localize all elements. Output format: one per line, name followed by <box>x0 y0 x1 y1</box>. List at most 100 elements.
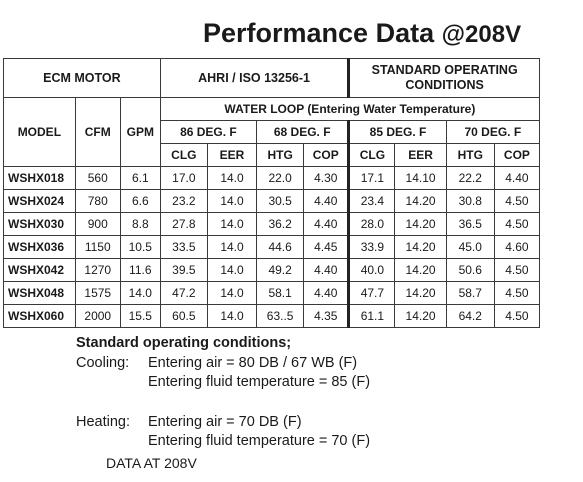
data-cell: 4.30 <box>303 166 350 190</box>
data-cell: 40.0 <box>347 258 396 282</box>
data-cell: 33.5 <box>159 235 208 259</box>
cooling-label: Cooling: <box>76 354 130 371</box>
data-cell: 23.2 <box>159 189 208 213</box>
data-cell: 14.0 <box>206 189 258 213</box>
data-cell: 14.20 <box>394 212 447 236</box>
performance-table: ECM MOTOR AHRI / ISO 13256-1 STANDARD OP… <box>3 58 541 328</box>
data-cell: 4.40 <box>493 166 541 190</box>
data-cell: 4.50 <box>493 304 541 328</box>
data-cell: 45.0 <box>445 235 495 259</box>
data-cell: 4.50 <box>493 281 541 305</box>
data-cell: 39.5 <box>159 258 208 282</box>
data-cell: 1150 <box>74 235 121 259</box>
temp-header-row: 86 DEG. F 68 DEG. F 85 DEG. F 70 DEG. F <box>4 120 541 144</box>
data-cell: 58.1 <box>256 281 305 305</box>
data-cell: 4.50 <box>493 189 541 213</box>
data-cell: 4.45 <box>303 235 350 259</box>
data-cell: 28.0 <box>347 212 396 236</box>
model-cell: WSHX042 <box>3 258 76 282</box>
data-cell: 33.9 <box>347 235 396 259</box>
table-body: WSHX018 560 6.1 17.0 14.0 22.0 4.30 17.1 14.10 22… <box>3 166 541 328</box>
sub-header: HTG <box>256 143 305 167</box>
model-header: MODEL <box>3 97 76 167</box>
sub-header: CLG <box>347 143 396 167</box>
data-footer: DATA AT 208V <box>106 455 197 471</box>
cooling-air-line: Cooling: Entering air = 80 DB / 67 WB (F) <box>76 354 370 374</box>
data-cell: 60.5 <box>159 304 208 328</box>
page-title: Performance Data @208V <box>203 18 521 49</box>
temp-header: 70 DEG. F <box>445 120 541 144</box>
data-cell: 6.6 <box>119 189 161 213</box>
table-row: WSHX018 560 6.1 17.0 14.0 22.0 4.30 17.1 14.10 22… <box>3 166 541 190</box>
data-cell: 27.8 <box>159 212 208 236</box>
data-cell: 14.20 <box>394 258 447 282</box>
cfm-header: CFM <box>74 97 121 167</box>
model-cell: WSHX030 <box>3 212 76 236</box>
table-row: WSHX060 2000 15.5 60.5 14.0 63..5 4.35 61.1 14.2… <box>3 304 541 328</box>
group-header-row: ECM MOTOR AHRI / ISO 13256-1 STANDARD OP… <box>3 58 540 98</box>
water-loop-row: MODEL CFM GPM WATER LOOP (Entering Water… <box>3 97 541 167</box>
data-cell: 2000 <box>74 304 121 328</box>
data-cell: 14.20 <box>394 189 447 213</box>
notes-heading: Standard operating conditions; <box>76 335 292 351</box>
data-cell: 30.5 <box>256 189 305 213</box>
data-cell: 14.0 <box>206 304 258 328</box>
heating-fluid: Entering fluid temperature = 70 (F) <box>148 433 371 449</box>
data-cell: 63..5 <box>256 304 305 328</box>
data-cell: 14.20 <box>394 304 447 328</box>
data-cell: 4.40 <box>303 189 350 213</box>
data-cell: 49.2 <box>256 258 305 282</box>
table-row: WSHX048 1575 14.0 47.2 14.0 58.1 4.40 47.7 14.20… <box>3 281 541 305</box>
data-cell: 780 <box>74 189 121 213</box>
data-cell: 1575 <box>74 281 121 305</box>
cooling-air: Entering air = 80 DB / 67 WB (F) <box>148 354 358 371</box>
data-cell: 10.5 <box>119 235 161 259</box>
data-cell: 14.0 <box>206 235 258 259</box>
sub-header: EER <box>394 143 447 167</box>
data-cell: 14.20 <box>394 235 447 259</box>
data-cell: 4.50 <box>493 212 541 236</box>
heating-air: Entering air = 70 DB (F) <box>148 413 302 430</box>
operating-conditions-notes: Standard operating conditions; Cooling: E… <box>76 334 370 452</box>
sub-header: COP <box>493 143 541 167</box>
data-cell: 14.0 <box>206 281 258 305</box>
data-cell: 4.50 <box>493 258 541 282</box>
temp-header: 86 DEG. F <box>159 120 258 144</box>
sub-header: CLG <box>159 143 208 167</box>
data-cell: 17.1 <box>347 166 396 190</box>
table-row: WSHX030 900 8.8 27.8 14.0 36.2 4.40 28.0 14.20 36… <box>3 212 541 236</box>
ecm-motor-header: ECM MOTOR <box>3 58 161 98</box>
data-cell: 900 <box>74 212 121 236</box>
data-cell: 14.10 <box>394 166 447 190</box>
sub-header: EER <box>206 143 258 167</box>
data-cell: 14.20 <box>394 281 447 305</box>
model-cell: WSHX060 <box>3 304 76 328</box>
data-cell: 14.0 <box>206 212 258 236</box>
table-row: WSHX042 1270 11.6 39.5 14.0 49.2 4.40 40.0 14.20… <box>3 258 541 282</box>
temp-header: 85 DEG. F <box>347 120 447 144</box>
data-cell: 4.35 <box>303 304 350 328</box>
data-cell: 61.1 <box>347 304 396 328</box>
cooling-fluid: Entering fluid temperature = 85 (F) <box>148 374 371 390</box>
sub-header: HTG <box>445 143 495 167</box>
data-cell: 22.2 <box>445 166 495 190</box>
data-cell: 560 <box>74 166 121 190</box>
data-cell: 58.7 <box>445 281 495 305</box>
heating-air-line: Heating: Entering air = 70 DB (F) <box>76 413 370 433</box>
gpm-header: GPM <box>119 97 161 167</box>
heating-label: Heating: <box>76 413 131 430</box>
data-cell: 36.2 <box>256 212 305 236</box>
data-cell: 4.40 <box>303 258 350 282</box>
data-cell: 14.0 <box>206 166 258 190</box>
sub-header-row: CLG EER HTG COP CLG EER HTG COP <box>4 143 541 167</box>
standard-conditions-header: STANDARD OPERATING CONDITIONS <box>347 58 540 98</box>
data-cell: 4.60 <box>493 235 541 259</box>
table-row: WSHX024 780 6.6 23.2 14.0 30.5 4.40 23.4 14.20 30… <box>3 189 541 213</box>
temp-header: 68 DEG. F <box>256 120 350 144</box>
model-cell: WSHX018 <box>3 166 76 190</box>
table-row: WSHX036 1150 10.5 33.5 14.0 44.6 4.45 33.9 14.20… <box>3 235 541 259</box>
data-cell: 8.8 <box>119 212 161 236</box>
model-cell: WSHX036 <box>3 235 76 259</box>
model-cell: WSHX024 <box>3 189 76 213</box>
data-cell: 6.1 <box>119 166 161 190</box>
